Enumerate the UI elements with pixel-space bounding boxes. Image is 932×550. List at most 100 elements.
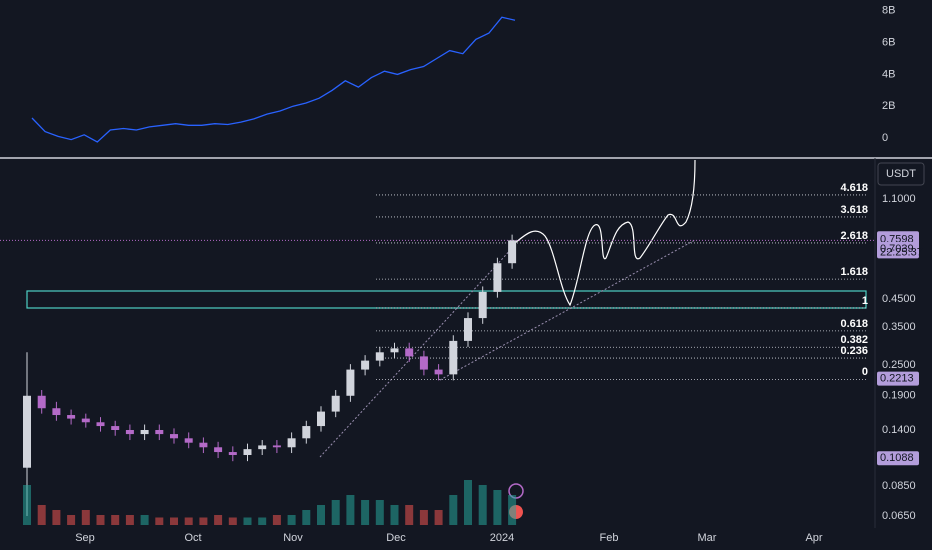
y-tick-label: 0.1400 <box>882 424 916 436</box>
candle-body <box>81 418 90 423</box>
fib-level-label: 0 <box>862 366 868 378</box>
plot-layer: 8B 6B 4B 2B 0 1.1000 0.4500 0.3500 0.2500 0.1900 0… <box>0 5 923 544</box>
candle-body <box>243 449 252 456</box>
candle-body <box>23 395 31 468</box>
candle-body <box>199 442 208 448</box>
candle-body <box>331 395 340 412</box>
y-tick-label: 0 <box>882 132 888 144</box>
volume-bar <box>81 510 90 525</box>
candle-body <box>419 356 428 370</box>
candle-body <box>228 452 237 456</box>
y-tick-label: 0.0650 <box>882 510 916 522</box>
candle-body <box>464 318 472 341</box>
volume-bar <box>155 517 164 525</box>
volume-bar <box>214 515 223 525</box>
candle-body <box>390 348 399 353</box>
x-tick-label: Mar <box>698 532 717 544</box>
volume-bar <box>243 517 252 525</box>
volume-bar <box>317 505 325 525</box>
volume-bar <box>302 510 311 525</box>
price-badge <box>877 371 919 386</box>
x-tick-label: Apr <box>805 532 822 544</box>
candle-body <box>405 348 414 357</box>
volume-bar <box>287 515 296 525</box>
volume-bar <box>390 505 399 525</box>
candle-body <box>508 240 517 264</box>
volume-bar <box>331 500 340 525</box>
trend-line <box>439 239 696 381</box>
unit-button[interactable] <box>877 162 925 186</box>
y-tick-label: 1.1000 <box>882 193 916 205</box>
volume-bar <box>434 510 443 525</box>
y-tick-label: 0.4500 <box>882 293 916 305</box>
volume-bar <box>228 517 237 525</box>
volume-bar <box>419 510 428 525</box>
volume-bar <box>184 517 193 525</box>
volume-bar <box>478 485 487 525</box>
y-tick-label: 4B <box>882 68 895 80</box>
volume-bar <box>508 495 517 525</box>
candle-body <box>287 438 296 448</box>
candle-body <box>111 426 120 431</box>
range-box <box>26 290 867 309</box>
y-tick-label: 0.0850 <box>882 480 916 492</box>
volume-bar <box>140 515 149 525</box>
trend-line <box>319 244 516 458</box>
candle-body <box>67 415 76 419</box>
volume-bar <box>464 480 472 525</box>
candle-body <box>493 263 502 292</box>
candle-body <box>140 430 149 435</box>
y-tick-label: 0.3500 <box>882 321 916 333</box>
candle-body <box>184 438 193 443</box>
volume-bar <box>405 505 414 525</box>
candle-body <box>170 434 178 439</box>
candle-body <box>302 426 311 439</box>
fib-level-label: 3.618 <box>840 204 868 216</box>
fib-level-label: 1.618 <box>840 266 868 278</box>
fib-level-label: 2.618 <box>840 230 868 242</box>
volume-bar <box>272 515 281 525</box>
volume-bar <box>170 517 178 525</box>
volume-bar <box>96 515 105 525</box>
candle-body <box>272 445 281 448</box>
fib-level-label: 4.618 <box>840 182 868 194</box>
volume-bar <box>361 500 370 525</box>
market-cap-line <box>31 16 516 143</box>
fib-level-label: 0.236 <box>840 345 868 357</box>
freehand-drawing <box>514 159 696 307</box>
volume-bar <box>52 510 61 525</box>
price-badge <box>877 451 919 466</box>
x-tick-label: Feb <box>600 532 619 544</box>
candle-body <box>317 411 325 427</box>
volume-bar <box>375 500 384 525</box>
candle-body <box>361 360 370 370</box>
candle-body <box>214 447 223 453</box>
volume-bar <box>449 495 458 525</box>
x-tick-label: Nov <box>283 532 303 544</box>
x-tick-label: Sep <box>75 532 95 544</box>
price-badge-label: 0.2213 <box>880 373 914 385</box>
x-tick-label: 2024 <box>490 532 514 544</box>
volume-bar <box>23 485 31 525</box>
price-badge-label: 0.1088 <box>880 452 914 464</box>
candle-body <box>375 352 384 361</box>
candle-body <box>478 291 487 319</box>
fib-level-label: 0.382 <box>840 334 868 346</box>
volume-bar <box>493 490 502 525</box>
volume-bar <box>258 517 267 525</box>
x-tick-label: Oct <box>184 532 201 544</box>
x-tick-label: Dec <box>386 532 406 544</box>
volume-bar <box>346 495 355 525</box>
candle-body <box>155 430 164 435</box>
price-badge <box>877 241 919 256</box>
volume-bar <box>199 517 208 525</box>
y-tick-label: 0.1900 <box>882 390 916 402</box>
y-tick-label: 8B <box>882 5 895 17</box>
candle-body <box>434 369 443 375</box>
candle-body <box>449 340 458 375</box>
candle-body <box>346 369 355 396</box>
fib-level-label: 0.618 <box>840 318 868 330</box>
y-tick-label: 6B <box>882 37 895 49</box>
